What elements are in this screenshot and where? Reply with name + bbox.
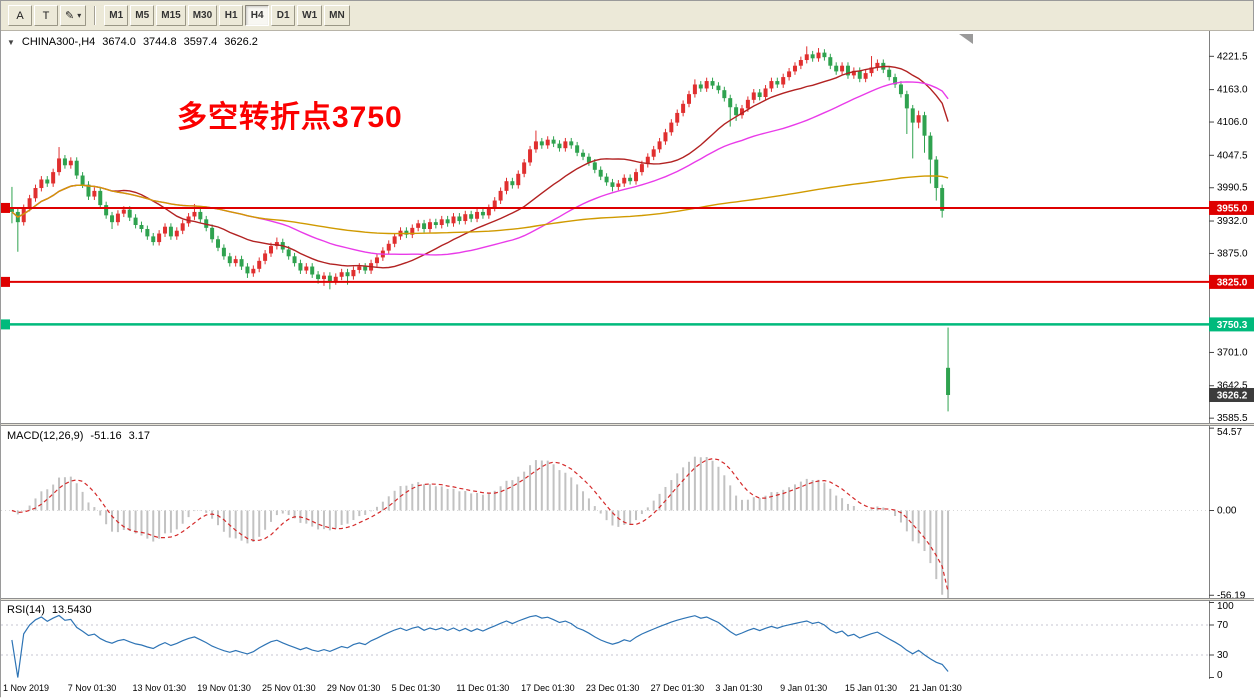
price-tag: 3750.3 xyxy=(1209,317,1254,332)
dropdown-caret-icon: ▾ xyxy=(77,11,82,20)
time-label: 3 Jan 01:30 xyxy=(715,683,763,693)
ma-slow-line xyxy=(11,175,949,235)
svg-text:3932.0: 3932.0 xyxy=(1217,216,1248,227)
price-line-left-tag xyxy=(1,276,10,287)
svg-text:0.00: 0.00 xyxy=(1217,505,1237,516)
price-tag: 3825.0 xyxy=(1209,274,1254,289)
toolbar: A T ✎ ▾ M1 M5 M15 M30 H1 H4 D1 W1 MN xyxy=(1,1,1253,31)
svg-text:3701.0: 3701.0 xyxy=(1217,347,1248,358)
svg-text:4163.0: 4163.0 xyxy=(1217,85,1248,96)
time-label: 19 Nov 01:30 xyxy=(197,683,251,693)
timeframe-m15-button[interactable]: M15 xyxy=(156,5,186,26)
svg-text:3626.2: 3626.2 xyxy=(1217,391,1248,402)
time-label: 27 Dec 01:30 xyxy=(650,683,705,693)
symbol-header: ▼ CHINA300-,H4 3674.0 3744.8 3597.4 3626… xyxy=(7,36,258,48)
svg-text:-56.19: -56.19 xyxy=(1217,590,1246,598)
rsi-panel-canvas[interactable]: 100 70 30 0 xyxy=(1,601,1254,679)
chart-text-annotation[interactable]: 多空转折点3750 xyxy=(177,101,403,134)
ma-mid-line xyxy=(11,81,949,256)
time-label: 5 Dec 01:30 xyxy=(391,683,441,693)
ohlc-close: 3626.2 xyxy=(224,36,258,48)
timeframe-m5-button[interactable]: M5 xyxy=(130,5,155,26)
ma-fast-line xyxy=(11,65,949,269)
svg-text:3585.5: 3585.5 xyxy=(1217,413,1248,423)
time-label: 7 Nov 01:30 xyxy=(67,683,117,693)
svg-text:3750.3: 3750.3 xyxy=(1217,320,1248,331)
pencil-icon: ✎ xyxy=(65,10,75,22)
svg-text:4106.0: 4106.0 xyxy=(1217,117,1248,128)
timeframe-mn-button[interactable]: MN xyxy=(324,5,350,26)
macd-histogram xyxy=(16,456,950,598)
macd-signal-line xyxy=(11,458,949,592)
timeframe-d1-button[interactable]: D1 xyxy=(271,5,296,26)
main-chart-canvas[interactable]: 4221.5 4163.0 4106.0 4047.5 3990.5 3932.0 3875… xyxy=(1,31,1254,423)
time-axis[interactable]: 1 Nov 2019 7 Nov 01:30 13 Nov 01:30 19 Nov … xyxy=(1,679,1209,698)
timeframe-h4-button[interactable]: H4 xyxy=(245,5,270,26)
time-label: 25 Nov 01:30 xyxy=(262,683,316,693)
time-label: 17 Dec 01:30 xyxy=(521,683,575,693)
time-label: 29 Nov 01:30 xyxy=(326,683,381,693)
svg-text:54.57: 54.57 xyxy=(1217,427,1242,438)
rsi-value: 13.5430 xyxy=(51,604,92,616)
time-label: 15 Jan 01:30 xyxy=(844,683,897,693)
macd-panel-canvas[interactable]: 54.57 0.00 -56.19 xyxy=(1,426,1254,598)
macd-value-signal: 3.17 xyxy=(128,430,151,442)
price-tag: 3626.2 xyxy=(1209,388,1254,403)
draw-tool-button[interactable]: ✎ ▾ xyxy=(60,5,87,26)
macd-value-main: -51.16 xyxy=(90,430,122,442)
chart-frame: 4221.5 4163.0 4106.0 4047.5 3990.5 3932.0 3875… xyxy=(1,31,1254,698)
price-line-left-tag xyxy=(1,319,10,330)
svg-text:70: 70 xyxy=(1217,620,1229,631)
ohlc-high: 3744.8 xyxy=(142,36,177,48)
svg-text:3825.0: 3825.0 xyxy=(1217,277,1248,288)
svg-text:3875.0: 3875.0 xyxy=(1217,248,1248,259)
toolbar-separator xyxy=(94,6,97,25)
time-label: 11 Dec 01:30 xyxy=(456,683,510,693)
svg-text:3642.5: 3642.5 xyxy=(1217,381,1248,392)
collapse-triangle-icon[interactable]: ▼ xyxy=(7,38,15,47)
svg-text:4221.5: 4221.5 xyxy=(1217,51,1248,62)
ohlc-open: 3674.0 xyxy=(102,36,136,48)
svg-text:100: 100 xyxy=(1217,601,1234,612)
price-tag: 3955.0 xyxy=(1209,200,1254,215)
rsi-title: RSI(14) xyxy=(7,604,45,616)
time-label: 23 Dec 01:30 xyxy=(585,683,640,693)
svg-text:0: 0 xyxy=(1217,670,1223,679)
timeframe-w1-button[interactable]: W1 xyxy=(297,5,323,26)
svg-text:4047.5: 4047.5 xyxy=(1217,150,1248,161)
chart-shift-marker-icon[interactable] xyxy=(959,34,973,44)
price-axis[interactable]: 4221.5 4163.0 4106.0 4047.5 3990.5 3932.0 3875… xyxy=(1209,51,1248,423)
time-label: 13 Nov 01:30 xyxy=(132,683,187,693)
panel-splitter[interactable] xyxy=(1,423,1254,426)
cursor-tool-button[interactable]: A xyxy=(8,5,32,26)
panel-splitter[interactable] xyxy=(1,598,1254,601)
price-line-left-tag xyxy=(1,202,10,213)
time-label: 9 Jan 01:30 xyxy=(780,683,828,693)
time-label: 1 Nov 2019 xyxy=(3,683,50,693)
macd-axis[interactable]: 54.57 0.00 -56.19 xyxy=(1209,427,1246,598)
timeframe-m1-button[interactable]: M1 xyxy=(104,5,129,26)
macd-title: MACD(12,26,9) xyxy=(7,430,84,442)
timeframe-m30-button[interactable]: M30 xyxy=(187,5,218,26)
macd-header: MACD(12,26,9) -51.16 3.17 xyxy=(7,430,150,442)
text-tool-button[interactable]: T xyxy=(34,5,58,26)
rsi-line xyxy=(11,614,949,678)
symbol-period-label: CHINA300-,H4 xyxy=(21,36,96,48)
candlestick-series xyxy=(9,46,951,412)
svg-text:3955.0: 3955.0 xyxy=(1217,203,1248,214)
rsi-header: RSI(14) 13.5430 xyxy=(7,604,92,616)
svg-text:3990.5: 3990.5 xyxy=(1217,183,1248,194)
rsi-axis[interactable]: 100 70 30 0 xyxy=(1209,601,1234,679)
time-label: 21 Jan 01:30 xyxy=(909,683,962,693)
svg-text:30: 30 xyxy=(1217,650,1229,661)
timeframe-h1-button[interactable]: H1 xyxy=(219,5,244,26)
ohlc-low: 3597.4 xyxy=(183,36,218,48)
